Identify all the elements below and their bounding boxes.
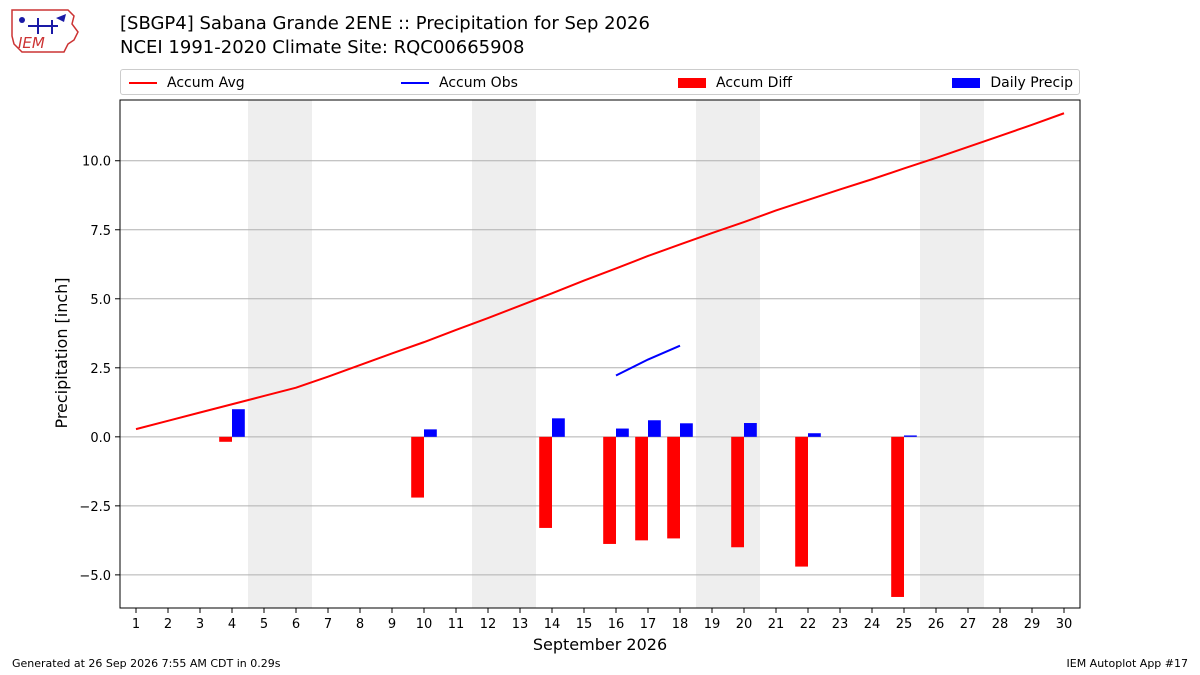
generated-timestamp: Generated at 26 Sep 2026 7:55 AM CDT in … [12, 657, 281, 670]
x-tick-label: 3 [196, 617, 204, 632]
accum-diff-bar-20 [731, 436, 744, 548]
x-tick-label: 16 [608, 617, 625, 632]
chart-title: [SBGP4] Sabana Grande 2ENE :: Precipitat… [120, 12, 650, 60]
x-tick-label: 9 [388, 617, 396, 632]
daily-precip-bar-4 [232, 409, 245, 437]
logo-text: IEM [18, 34, 45, 52]
legend-item-accum-diff: Accum Diff [678, 73, 792, 93]
title-line-1: [SBGP4] Sabana Grande 2ENE :: Precipitat… [120, 13, 650, 34]
x-tick-label: 24 [864, 617, 881, 632]
accum-avg-line [135, 112, 1065, 431]
x-tick-label: 29 [1024, 617, 1041, 632]
accum-diff-bar-22 [795, 436, 808, 567]
x-tick-label: 22 [800, 617, 817, 632]
x-tick-label: 23 [832, 617, 849, 632]
accum-obs-line [615, 344, 681, 377]
legend-label-accum-diff: Accum Diff [716, 75, 793, 91]
x-tick-label: 10 [416, 617, 433, 632]
accum-diff-bar-10 [411, 436, 424, 498]
legend-label-accum-obs: Accum Obs [439, 75, 518, 91]
weekend-band-19-20 [696, 100, 760, 608]
x-tick-label: 12 [480, 617, 497, 632]
x-tick-label: 18 [672, 617, 689, 632]
legend-item-daily-precip: Daily Precip [952, 73, 1073, 93]
accum-diff-bar-4 [219, 436, 232, 442]
x-axis-ticks: 1 2 3 4 5 6 7 8 9 10 11 12 13 14 15 16 17 18 19 20 21 22 23 24 2… [132, 608, 1072, 632]
x-tick-label: 25 [896, 617, 913, 632]
y-tick-label: 5.0 [90, 293, 111, 308]
accum-diff-bar-14 [539, 436, 552, 528]
y-axis-ticks: −5.0 −2.5 0.0 2.5 5.0 7.5 10.0 [79, 155, 120, 584]
bars [219, 409, 917, 597]
legend-swatch-accum-avg [129, 82, 157, 84]
y-axis-label: Precipitation [inch] [52, 277, 71, 428]
x-tick-label: 8 [356, 617, 364, 632]
legend-item-accum-obs: Accum Obs [401, 73, 518, 93]
plot-frame [119, 99, 1081, 609]
daily-precip-bar-16 [616, 428, 629, 437]
x-tick-label: 28 [992, 617, 1009, 632]
y-tick-label: 2.5 [90, 362, 111, 377]
iem-logo: IEM [8, 6, 82, 58]
legend-label-accum-avg: Accum Avg [167, 75, 245, 91]
x-tick-label: 5 [260, 617, 268, 632]
x-tick-label: 7 [324, 617, 332, 632]
accum-diff-bar-25 [891, 436, 904, 597]
x-tick-label: 19 [704, 617, 721, 632]
x-tick-label: 1 [132, 617, 140, 632]
weekend-band-12-13 [472, 100, 536, 608]
x-tick-label: 30 [1056, 617, 1073, 632]
legend-swatch-accum-diff [678, 78, 706, 88]
x-tick-label: 15 [576, 617, 593, 632]
x-tick-label: 14 [544, 617, 561, 632]
x-tick-label: 11 [448, 617, 465, 632]
y-tick-label: 7.5 [90, 224, 111, 239]
legend-swatch-daily-precip [952, 78, 981, 88]
title-line-2: NCEI 1991-2020 Climate Site: RQC00665908 [120, 37, 525, 58]
x-tick-label: 20 [736, 617, 753, 632]
legend-label-daily-precip: Daily Precip [990, 75, 1073, 91]
daily-precip-bar-20 [744, 423, 757, 437]
y-tick-label: 10.0 [82, 155, 111, 170]
app-label: IEM Autoplot App #17 [1066, 657, 1189, 670]
accum-diff-bar-17 [635, 436, 648, 541]
legend-swatch-accum-obs [401, 82, 429, 84]
x-tick-label: 27 [960, 617, 977, 632]
weekend-band-26-27 [920, 100, 984, 608]
daily-precip-bar-18 [680, 423, 693, 437]
daily-precip-bar-14 [552, 418, 565, 437]
accum-diff-bar-16 [603, 436, 616, 544]
x-tick-label: 26 [928, 617, 945, 632]
x-tick-label: 6 [292, 617, 300, 632]
daily-precip-bar-10 [424, 429, 437, 437]
y-tick-label: −5.0 [79, 569, 111, 584]
x-tick-label: 2 [164, 617, 172, 632]
daily-precip-bar-17 [648, 420, 661, 437]
daily-precip-bar-22 [808, 433, 821, 437]
accum-diff-bar-18 [667, 436, 680, 539]
weekend-band-5-6 [248, 100, 312, 608]
weekend-shading [248, 100, 984, 608]
x-tick-label: 21 [768, 617, 785, 632]
lines [135, 112, 1065, 431]
daily-precip-bar-25 [904, 435, 917, 437]
y-tick-label: 0.0 [90, 431, 111, 446]
y-tick-label: −2.5 [79, 500, 111, 515]
legend-item-accum-avg: Accum Avg [129, 73, 245, 93]
legend: Accum Avg Accum Obs Accum Diff Daily Pre… [120, 69, 1080, 95]
x-axis-label: September 2026 [533, 635, 667, 654]
x-tick-label: 17 [640, 617, 657, 632]
gridlines [120, 160, 1080, 576]
x-tick-label: 13 [512, 617, 529, 632]
x-tick-label: 4 [228, 617, 236, 632]
